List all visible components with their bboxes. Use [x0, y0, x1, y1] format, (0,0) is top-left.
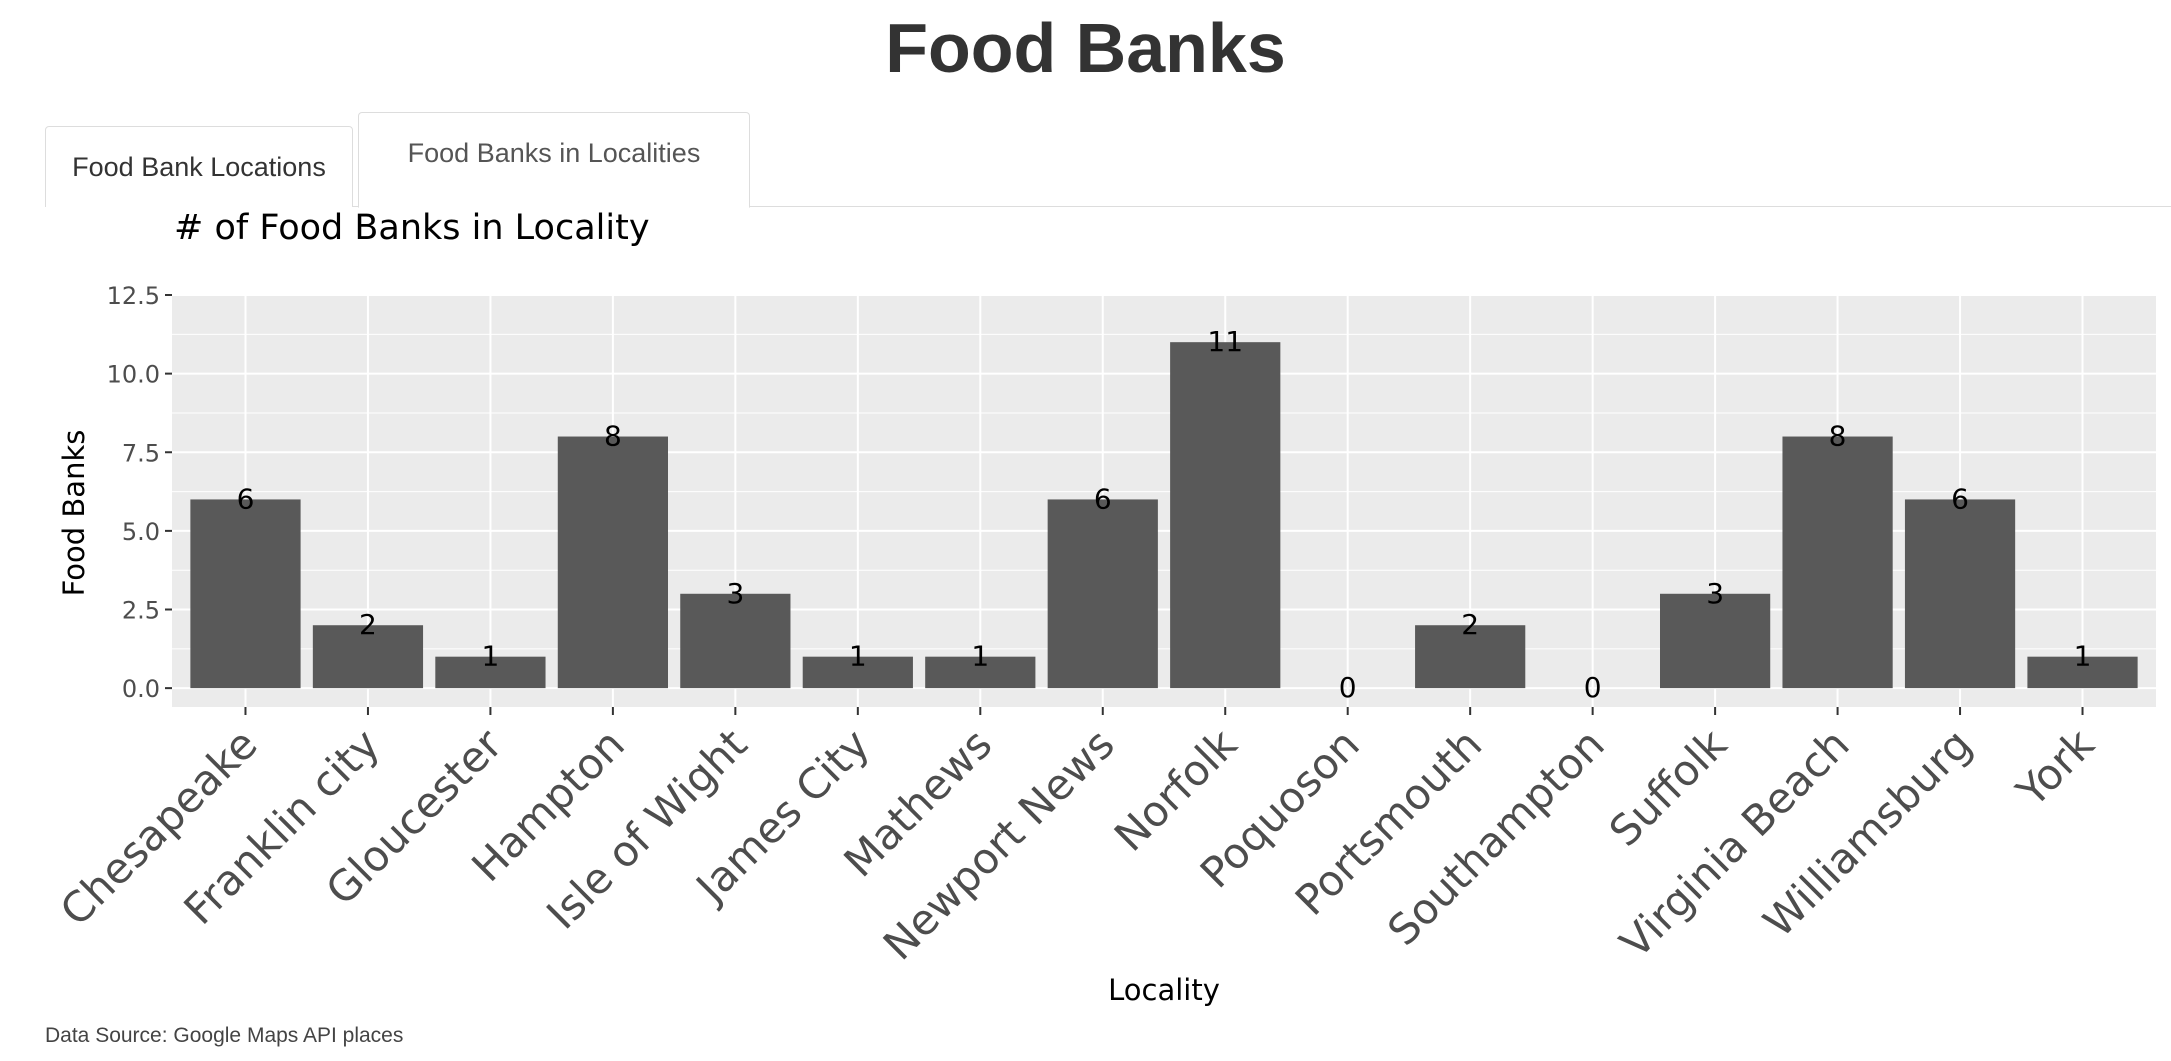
bar-value-label: 1 [482, 640, 500, 673]
bar [1415, 625, 1526, 689]
y-tick-label: 12.5 [107, 282, 160, 310]
x-tick-label: York [2006, 719, 2104, 817]
x-tick-label: Southampton [1378, 719, 1614, 955]
bar [1904, 499, 2016, 689]
y-tick-label: 7.5 [122, 439, 160, 467]
bar [435, 656, 546, 689]
bar [1047, 499, 1158, 689]
bar [1782, 436, 1893, 689]
page-title: Food Banks [885, 9, 1286, 87]
y-tick-label: 0.0 [122, 675, 160, 703]
bar-value-label: 0 [1339, 671, 1357, 704]
bar-value-label: 6 [237, 482, 255, 515]
bar [680, 593, 791, 689]
bar [925, 656, 1036, 689]
y-tick-label: 2.5 [122, 597, 160, 625]
y-tick-label: 10.0 [107, 361, 160, 389]
bar-value-label: 8 [1829, 420, 1847, 453]
bar-value-label: 3 [1706, 577, 1724, 610]
y-axis: 0.0 2.5 5.0 7.5 10.0 12.5 [107, 282, 172, 703]
bar [2027, 656, 2138, 689]
bar-value-label: 8 [604, 420, 622, 453]
bar-value-label: 1 [849, 640, 867, 673]
bar [190, 499, 301, 689]
bar-value-label: 1 [971, 640, 989, 673]
tab-bar-divider [45, 206, 2171, 207]
bar-value-label: 2 [359, 608, 377, 641]
chart-title: # of Food Banks in Locality [174, 208, 650, 248]
bar [1660, 593, 1771, 689]
tab-food-banks-in-localities[interactable]: Food Banks in Localities [358, 112, 750, 208]
tab-bar: Food Bank Locations Food Banks in Locali… [45, 112, 2171, 208]
bar [312, 625, 424, 689]
bar [802, 656, 913, 689]
bar-value-label: 2 [1461, 608, 1479, 641]
bar [557, 436, 668, 689]
x-tick-label: Newport News [874, 719, 1124, 969]
y-axis-title: Food Banks [57, 430, 91, 597]
bar-value-label: 6 [1951, 482, 1969, 515]
bar-value-label: 11 [1207, 325, 1243, 358]
tab-food-bank-locations[interactable]: Food Bank Locations [45, 126, 353, 207]
x-axis-title: Locality [1108, 973, 1220, 1007]
x-tick-label: Williamsburg [1754, 719, 1981, 946]
bar-value-label: 3 [726, 577, 744, 610]
bar-value-label: 1 [2074, 640, 2092, 673]
bars [190, 342, 2138, 689]
data-source-note: Data Source: Google Maps API places [45, 1024, 404, 1047]
y-tick-label: 5.0 [122, 518, 160, 546]
bar [1170, 342, 1281, 689]
bar-value-label: 6 [1094, 482, 1112, 515]
bar-value-label: 0 [1584, 671, 1602, 704]
